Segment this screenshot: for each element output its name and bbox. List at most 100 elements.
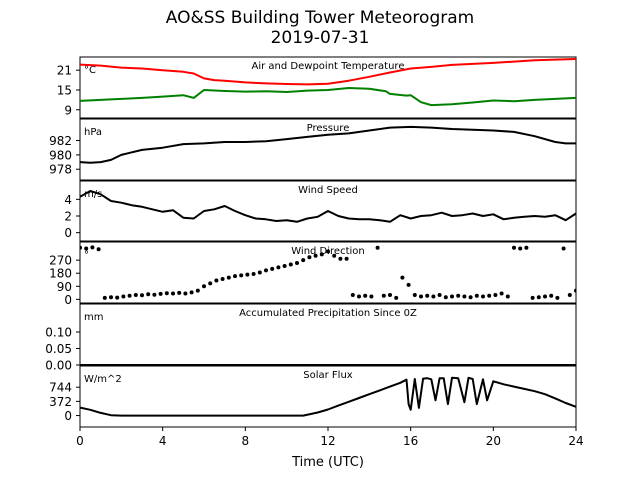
- wind-direction-point: [474, 293, 479, 298]
- y-tick-label: 0.10: [45, 326, 72, 340]
- wind-direction-point: [487, 293, 492, 298]
- wind-direction-point: [183, 291, 188, 296]
- wind-direction-point: [561, 246, 566, 251]
- wind-direction-point: [443, 295, 448, 300]
- wind-direction-point: [518, 246, 523, 251]
- panel-title: Accumulated Precipitation Since 0Z: [239, 308, 417, 319]
- wind-direction-point: [140, 293, 144, 298]
- wind-direction-point: [202, 284, 206, 289]
- panel-title: Air and Dewpoint Temperature: [252, 61, 405, 72]
- panel-unit-label: mm: [84, 312, 103, 323]
- panel-frame: [79, 180, 577, 242]
- wind-direction-point: [369, 294, 374, 299]
- wind-direction-point: [549, 293, 554, 298]
- series-group: [80, 245, 576, 300]
- wind-direction-point: [214, 278, 219, 283]
- wind-direction-point: [530, 295, 535, 300]
- series-group: [80, 125, 576, 164]
- wind-direction-point: [363, 293, 368, 298]
- wind-direction-point: [450, 294, 454, 299]
- panels: Air and Dewpoint Temperature °C 9 15 21 Press…: [45, 56, 577, 428]
- wind-direction-point: [381, 293, 386, 298]
- x-tick-label: 24: [568, 434, 583, 448]
- y-tick-label: 0.05: [45, 342, 72, 356]
- wind-direction-point: [344, 256, 349, 261]
- y-tick-label: 9: [64, 103, 72, 117]
- wind-direction-point: [133, 293, 138, 298]
- figure-title: AO&SS Building Tower Meteorogram: [165, 8, 475, 28]
- wind-direction-point: [437, 293, 442, 298]
- wind-direction-point: [431, 294, 436, 299]
- wind-direction-point: [189, 290, 194, 295]
- wind-direction-point: [121, 294, 126, 299]
- panel-title: Solar Flux: [303, 370, 353, 381]
- y-tick-label: 0: [64, 409, 72, 423]
- x-tick-label: 20: [486, 434, 501, 448]
- y-tick-label: 0.00: [45, 359, 72, 373]
- panel-title: Wind Speed: [298, 185, 358, 196]
- wind-direction-point: [543, 294, 547, 299]
- wind-direction-point: [264, 268, 268, 273]
- panel-frame: [79, 56, 577, 119]
- dewpoint-line: [80, 87, 576, 107]
- wind-direction-point: [512, 245, 516, 250]
- panel-unit-label: hPa: [84, 127, 102, 138]
- wind-direction-point: [177, 290, 182, 295]
- temperature-line: [80, 58, 576, 86]
- y-tick-label: 0: [64, 293, 72, 307]
- wind-direction-point: [295, 261, 299, 266]
- wind-direction-point: [90, 245, 95, 250]
- wind-direction-point: [158, 291, 163, 296]
- wind-direction-point: [493, 293, 498, 298]
- wind-direction-point: [524, 245, 529, 250]
- wind-direction-point: [257, 270, 262, 275]
- wind-direction-point: [394, 295, 399, 300]
- wind-direction-point: [251, 271, 256, 276]
- panel-unit-label: m/s: [84, 189, 102, 200]
- x-tick-label: 8: [242, 434, 250, 448]
- wind-direction-point: [326, 249, 330, 254]
- wind-direction-point: [419, 294, 423, 299]
- panel-frame: [79, 118, 577, 181]
- series-group: [80, 58, 576, 107]
- wind-direction-point: [425, 293, 430, 298]
- y-tick-label: 90: [57, 280, 72, 294]
- wind-direction-point: [233, 274, 237, 279]
- panel-air-and-dewpoint-temperature: Air and Dewpoint Temperature °C 9 15 21: [57, 56, 577, 119]
- wind-direction-point: [499, 291, 504, 296]
- x-tick-label: 0: [76, 434, 84, 448]
- wind-direction-point: [226, 275, 231, 280]
- x-axis: 0 4 8 12 16 20 24: [76, 427, 584, 448]
- x-tick-label: 12: [320, 434, 335, 448]
- wind-direction-point: [84, 246, 89, 251]
- wind-direction-point: [388, 293, 392, 298]
- wind-direction-point: [282, 263, 287, 268]
- x-tick-label: 16: [403, 434, 418, 448]
- wind-direction-point: [109, 295, 113, 300]
- panel-unit-label: °C: [84, 65, 96, 76]
- wind-direction-point: [164, 291, 169, 296]
- figure-date: 2019-07-31: [270, 28, 370, 48]
- wind-direction-point: [127, 293, 132, 298]
- y-tick-label: 21: [57, 64, 72, 78]
- wind-direction-point: [505, 294, 510, 299]
- wind-direction-point: [146, 292, 151, 297]
- panel-accumulated-precipitation-since-0z: Accumulated Precipitation Since 0Z mm 0.00…: [45, 303, 577, 373]
- y-tick-label: 982: [49, 134, 72, 148]
- wind-direction-point: [319, 252, 324, 257]
- series-group: [80, 376, 576, 417]
- x-axis-label: Time (UTC): [291, 455, 364, 470]
- wind-direction-point: [288, 262, 293, 267]
- wind-direction-point: [462, 294, 467, 299]
- y-tick-label: 978: [49, 163, 72, 177]
- panel-unit-label: °: [84, 250, 89, 261]
- y-tick-label: 744: [49, 381, 72, 395]
- y-tick-label: 270: [49, 254, 72, 268]
- y-tick-label: 372: [49, 395, 72, 409]
- wind-direction-point: [195, 288, 200, 293]
- y-tick-label: 0: [64, 226, 72, 240]
- wind-direction-point: [115, 295, 120, 300]
- wind-direction-point: [406, 282, 411, 287]
